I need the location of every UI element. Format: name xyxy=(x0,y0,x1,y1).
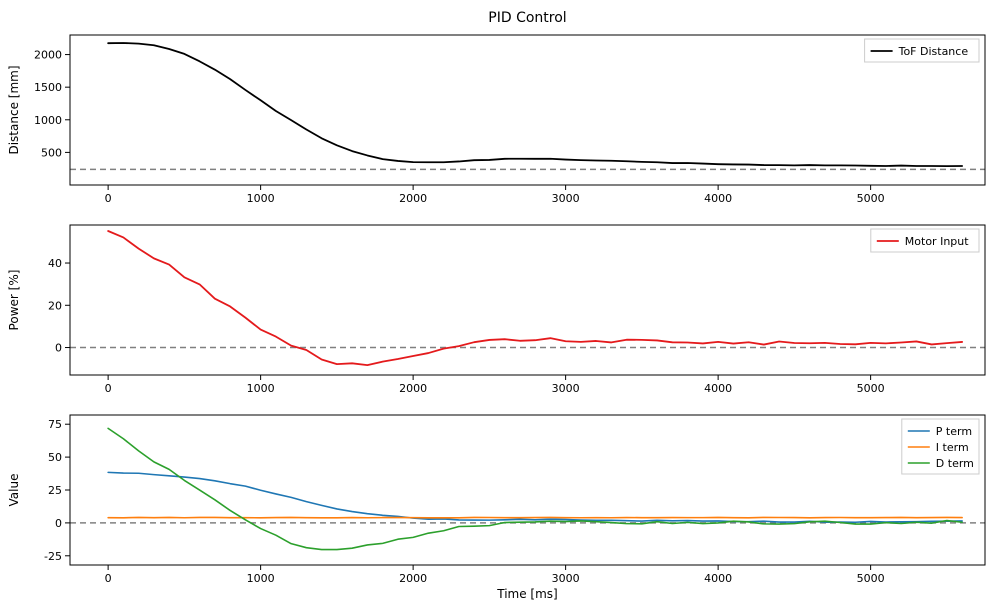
x-tick-label: 1000 xyxy=(247,192,275,205)
legend-label: P term xyxy=(936,425,972,438)
y-axis-label: Value xyxy=(7,474,21,507)
x-tick-label: 1000 xyxy=(247,382,275,395)
x-tick-label: 3000 xyxy=(552,572,580,585)
x-tick-label: 5000 xyxy=(857,382,885,395)
x-tick-label: 4000 xyxy=(704,192,732,205)
x-tick-label: 2000 xyxy=(399,572,427,585)
y-tick-label: 20 xyxy=(48,299,62,312)
y-axis-label: Distance [mm] xyxy=(7,65,21,154)
legend-label: I term xyxy=(936,441,969,454)
x-tick-label: 3000 xyxy=(552,192,580,205)
y-tick-label: 25 xyxy=(48,484,62,497)
y-tick-label: 40 xyxy=(48,257,62,270)
series-motor-input xyxy=(108,231,962,365)
y-tick-label: 1000 xyxy=(34,114,62,127)
x-tick-label: 0 xyxy=(105,572,112,585)
series-tof-distance xyxy=(108,43,962,166)
panel-frame xyxy=(70,225,985,375)
y-tick-label: 500 xyxy=(41,146,62,159)
y-axis-label: Power [%] xyxy=(7,270,21,331)
panel-frame xyxy=(70,35,985,185)
x-tick-label: 5000 xyxy=(857,572,885,585)
y-tick-label: 75 xyxy=(48,418,62,431)
panel-1: 0 1000 2000 3000 4000 5000 0 20 40 Power [%] Motor… xyxy=(7,225,985,395)
y-tick-label: 1500 xyxy=(34,81,62,94)
x-tick-label: 0 xyxy=(105,192,112,205)
panel-2: 0 1000 2000 3000 4000 5000 -25 0 25 50 75 Value P te… xyxy=(7,415,985,585)
panel-0: 0 1000 2000 3000 4000 5000 500 1000 1500 2000 Dist… xyxy=(7,35,985,205)
x-axis-label: Time [ms] xyxy=(496,587,558,600)
x-tick-label: 1000 xyxy=(247,572,275,585)
figure-title: PID Control xyxy=(488,10,566,26)
y-tick-label: 2000 xyxy=(34,49,62,62)
x-tick-label: 4000 xyxy=(704,572,732,585)
series-d-term xyxy=(108,428,962,549)
y-tick-label: 0 xyxy=(55,517,62,530)
x-tick-label: 0 xyxy=(105,382,112,395)
legend-label: D term xyxy=(936,457,974,470)
x-tick-label: 2000 xyxy=(399,192,427,205)
x-tick-label: 4000 xyxy=(704,382,732,395)
x-tick-label: 2000 xyxy=(399,382,427,395)
legend-label: Motor Input xyxy=(905,235,969,248)
y-tick-label: 0 xyxy=(55,342,62,355)
x-tick-label: 3000 xyxy=(552,382,580,395)
y-tick-label: 50 xyxy=(48,451,62,464)
legend-label: ToF Distance xyxy=(898,45,969,58)
x-tick-label: 5000 xyxy=(857,192,885,205)
panel-frame xyxy=(70,415,985,565)
y-tick-label: -25 xyxy=(44,550,62,563)
